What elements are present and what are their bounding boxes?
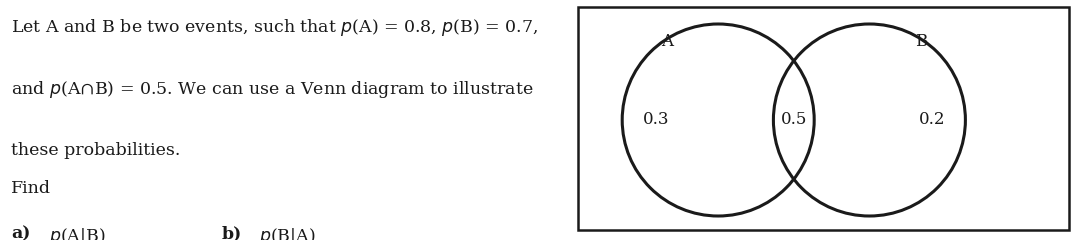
Text: $p$(A|B): $p$(A|B) — [38, 226, 105, 240]
Text: a): a) — [11, 226, 30, 240]
Text: 0.5: 0.5 — [781, 112, 807, 128]
Text: these probabilities.: these probabilities. — [11, 142, 180, 159]
Text: b): b) — [221, 226, 242, 240]
Text: 0.3: 0.3 — [643, 112, 669, 128]
Text: Let A and B be two events, such that $p$(A) = 0.8, $p$(B) = 0.7,: Let A and B be two events, such that $p$… — [11, 17, 538, 38]
Text: B: B — [915, 33, 927, 50]
Text: $p$(B|A): $p$(B|A) — [248, 226, 315, 240]
Text: A: A — [661, 33, 673, 50]
Bar — [578, 7, 1069, 230]
Ellipse shape — [622, 24, 814, 216]
Text: and $p$(A∩B) = 0.5. We can use a Venn diagram to illustrate: and $p$(A∩B) = 0.5. We can use a Venn di… — [11, 79, 534, 100]
Text: 0.2: 0.2 — [919, 112, 945, 128]
Text: Find: Find — [11, 180, 51, 197]
